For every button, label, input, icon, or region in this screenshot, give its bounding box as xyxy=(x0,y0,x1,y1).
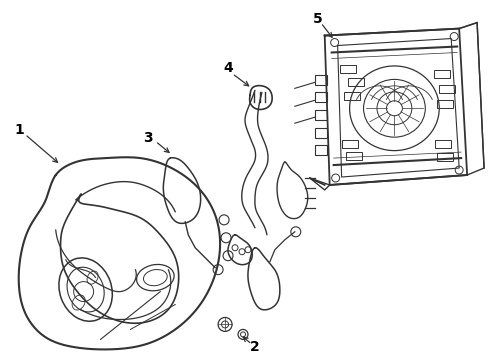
Bar xyxy=(437,153,453,161)
Bar xyxy=(347,78,364,86)
Text: 1: 1 xyxy=(14,123,24,137)
Bar xyxy=(343,92,360,100)
Text: 5: 5 xyxy=(313,12,322,26)
Bar xyxy=(345,152,362,160)
Bar xyxy=(437,100,453,108)
Bar xyxy=(315,110,327,120)
Text: 2: 2 xyxy=(250,340,260,354)
Text: 3: 3 xyxy=(144,131,153,145)
Bar xyxy=(439,85,455,93)
Bar xyxy=(340,66,356,73)
Text: 4: 4 xyxy=(223,62,233,76)
Bar xyxy=(315,92,327,102)
Bar xyxy=(434,71,450,78)
Bar xyxy=(435,140,451,148)
Bar xyxy=(342,140,358,148)
Bar xyxy=(315,75,327,85)
Bar xyxy=(315,128,327,138)
Bar xyxy=(315,145,327,155)
